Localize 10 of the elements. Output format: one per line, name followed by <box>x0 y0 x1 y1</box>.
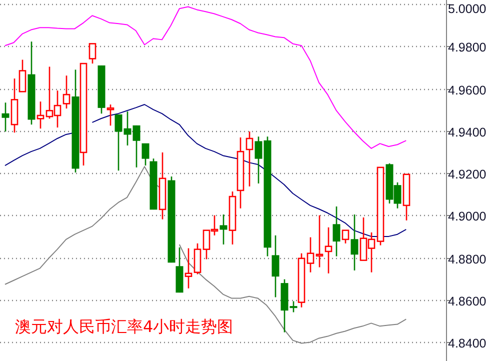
y-tick-label: 4.9600 <box>448 84 486 98</box>
y-tick-label: 4.8800 <box>448 252 486 266</box>
y-tick-label: 4.9400 <box>448 126 486 140</box>
text: 澳元对人民币汇率4小时走势图 <box>15 317 234 336</box>
y-tick-label: 4.8600 <box>448 294 486 308</box>
y-tick-label: 4.9200 <box>448 168 486 182</box>
y-tick-label: 4.9000 <box>448 210 486 224</box>
y-tick-label: 5.0000 <box>448 2 486 16</box>
y-tick-label: 4.9800 <box>448 40 486 54</box>
y-tick-label: 4.8400 <box>448 336 486 350</box>
